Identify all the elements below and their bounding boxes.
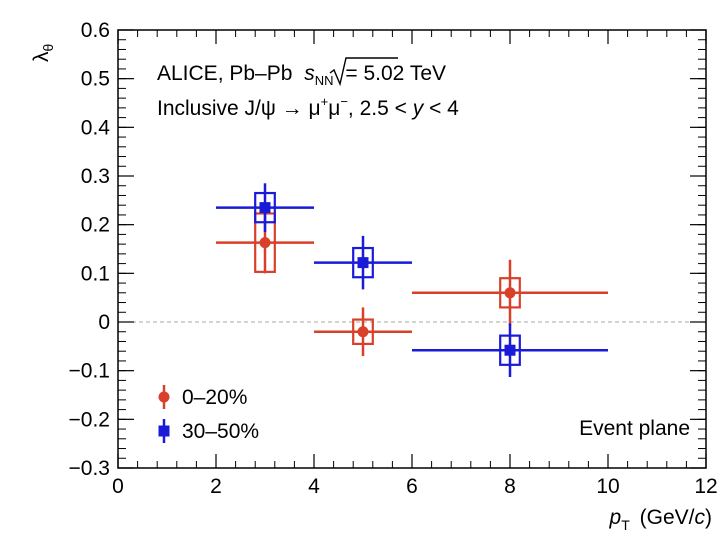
y-tick-label: 0.2	[81, 214, 110, 237]
annotation-line-1: ALICE, Pb–Pb sNN = 5.02 TeV	[157, 62, 446, 90]
event-plane-label: Event plane	[579, 417, 690, 440]
axis-ticks: 0 2 4 6 8 10 12 −0.3 −0.2 −0.1 0 0.1 0.2 0.3 0.4 0.5 0.6	[69, 19, 718, 498]
x-tick-label: 12	[694, 475, 717, 498]
x-tick-label: 8	[504, 475, 516, 498]
y-tick-label: −0.3	[69, 457, 110, 480]
y-tick-label: 0.1	[81, 262, 110, 285]
y-tick-label: 0.3	[81, 165, 110, 188]
y-tick-label: −0.1	[69, 360, 110, 383]
sys-error-box	[499, 334, 521, 366]
legend-label-30-50: 30–50%	[182, 420, 259, 443]
sys-error-box	[352, 318, 374, 346]
x-tick-label: 4	[308, 475, 320, 498]
data-series	[216, 183, 608, 377]
sys-error-box	[352, 246, 374, 279]
x-axis-title: pT (GeV/c)	[609, 506, 712, 535]
legend: 0–20% 30–50%	[158, 385, 259, 443]
sys-error-box	[499, 277, 521, 309]
series-30-50	[216, 183, 608, 377]
y-tick-label: 0.5	[81, 68, 110, 91]
y-axis-title: λθ	[30, 44, 56, 63]
x-tick-label: 10	[596, 475, 619, 498]
sys-error-box	[254, 191, 276, 224]
legend-entry-30-50: 30–50%	[158, 419, 259, 443]
y-tick-label: 0.6	[81, 19, 110, 42]
legend-entry-0-20: 0–20%	[158, 385, 247, 409]
data-point-circle	[357, 326, 369, 338]
y-tick-label: 0	[98, 311, 110, 334]
series-0-20	[216, 212, 608, 357]
data-point-square	[259, 202, 271, 214]
y-tick-label: −0.2	[69, 408, 110, 431]
data-point-square	[357, 257, 369, 269]
legend-marker-square	[158, 425, 170, 437]
x-tick-label: 0	[112, 475, 124, 498]
x-tick-label: 6	[406, 475, 418, 498]
data-point-circle	[259, 237, 271, 249]
sqrt-symbol	[329, 57, 398, 87]
legend-marker-circle	[158, 391, 170, 403]
y-tick-label: 0.4	[81, 116, 111, 139]
x-tick-label: 2	[210, 475, 222, 498]
legend-label-0-20: 0–20%	[182, 386, 247, 409]
data-point-square	[504, 344, 516, 356]
annotation-line-2: Inclusive J/ψ → μ+μ−, 2.5 < y < 4	[157, 94, 459, 120]
data-point-circle	[504, 287, 516, 299]
